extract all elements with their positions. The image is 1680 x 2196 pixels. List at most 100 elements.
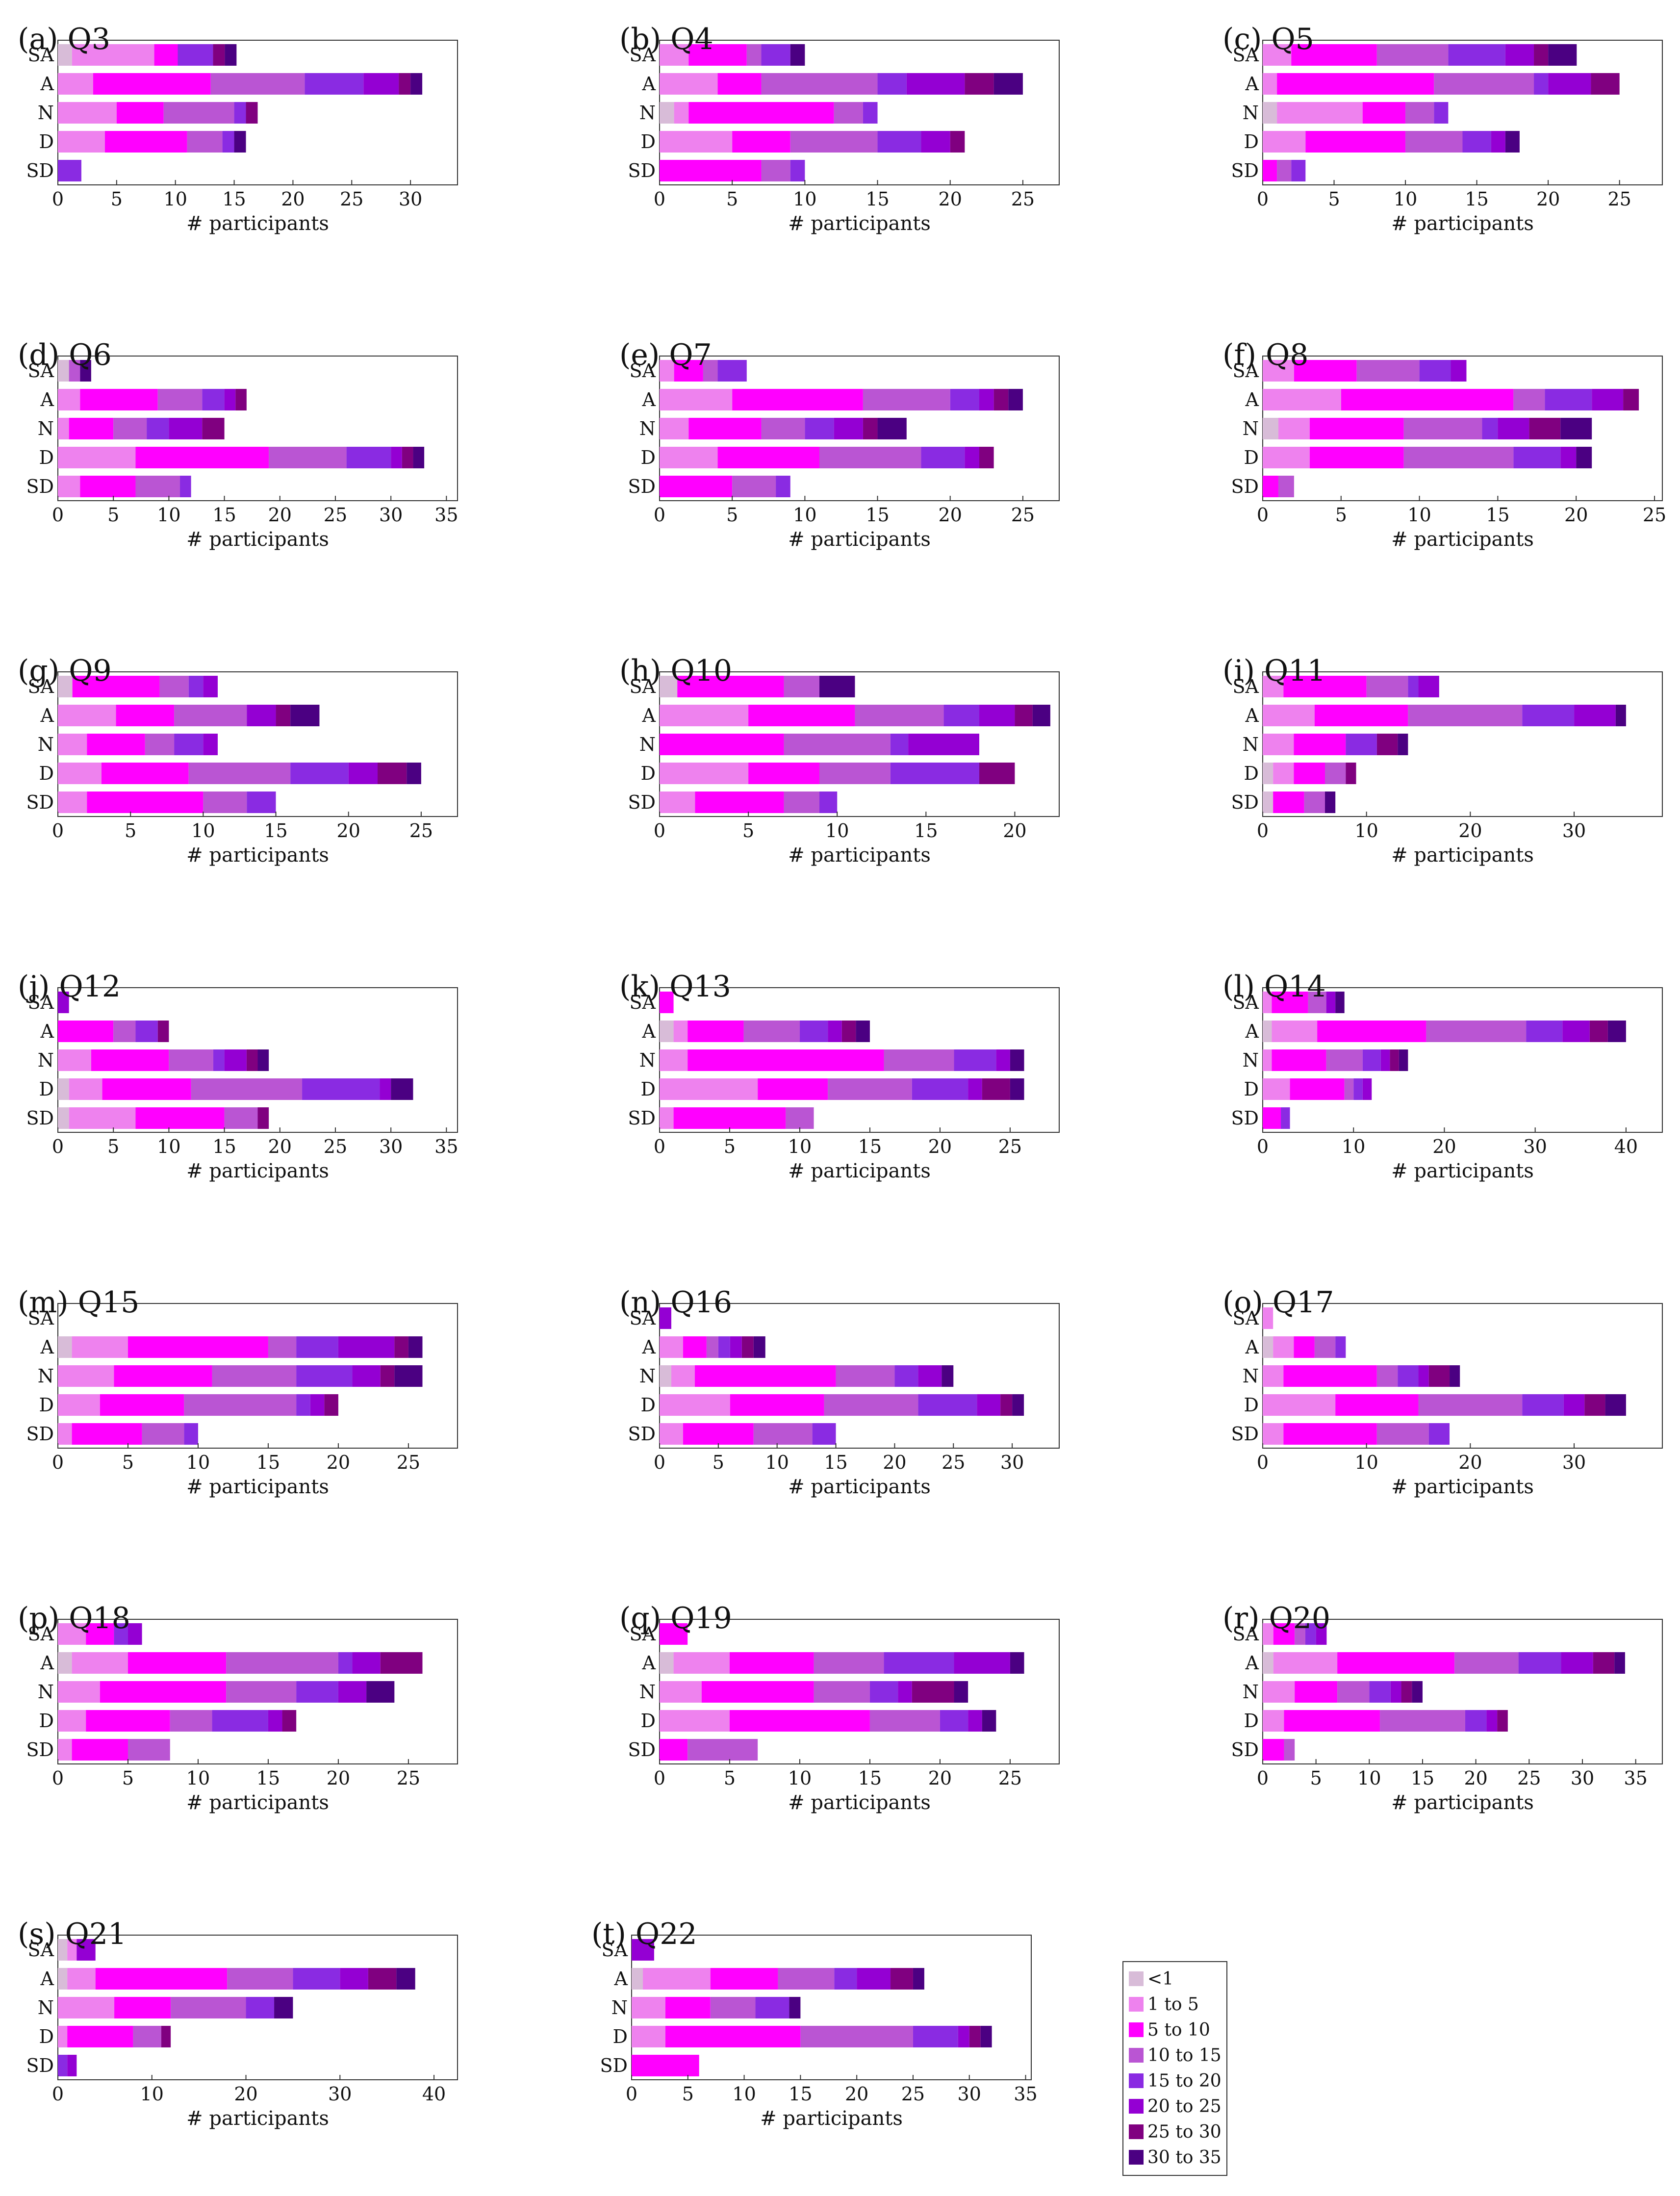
bar-segment — [942, 1365, 954, 1387]
x-tick-label: 10 — [186, 1452, 210, 1473]
bar-segment — [380, 1365, 395, 1387]
chart-panel-15: SA AND SD 0 10 20 30 # participants (o) Q17 — [1222, 1285, 1663, 1498]
bar-segment — [1405, 102, 1434, 124]
bar-segment — [884, 1049, 954, 1071]
category-label: A — [1245, 73, 1259, 95]
panel-title: (k) Q13 — [619, 970, 731, 1004]
bar-segment — [965, 447, 979, 468]
bar-segment — [729, 1652, 814, 1674]
bar-segment — [296, 1365, 353, 1387]
x-tick-label: 25 — [340, 188, 363, 210]
bar-segment — [761, 73, 878, 95]
bar-segment — [58, 1078, 69, 1100]
bar-segment — [135, 1021, 158, 1042]
bar-segment — [1380, 1710, 1465, 1732]
bar-segment — [673, 1652, 730, 1674]
bar-segment — [1278, 476, 1294, 497]
bar-segment — [968, 1078, 982, 1100]
bar-segment — [1000, 1394, 1013, 1416]
x-tick-label: 5 — [724, 1767, 736, 1789]
x-axis-title: # participants — [1391, 1476, 1534, 1498]
category-label: D — [613, 2026, 628, 2047]
bar-segment — [755, 1997, 789, 2018]
category-label: SA — [630, 992, 656, 1013]
bar-segment — [688, 102, 834, 124]
bar-segment — [1403, 447, 1514, 468]
category-label: SD — [1231, 476, 1259, 497]
bar-segment — [1418, 1394, 1523, 1416]
bar-segment — [982, 1078, 1010, 1100]
bar-segment — [1390, 1049, 1399, 1071]
x-tick-label: 40 — [422, 2083, 446, 2105]
bar-segment — [114, 1623, 128, 1645]
bar-segment — [213, 44, 225, 66]
bar-segment — [660, 102, 674, 124]
bar-segment — [784, 792, 819, 813]
bar-segment — [665, 2026, 801, 2047]
bar-segment — [660, 734, 784, 755]
bar-segment — [660, 73, 718, 95]
bar-segment — [824, 1394, 918, 1416]
legend-label: 5 to 10 — [1147, 2020, 1210, 2040]
bar-segment — [918, 1394, 977, 1416]
bar-segment — [296, 1681, 338, 1703]
bar-segment — [683, 1336, 707, 1358]
x-tick-label: 20 — [928, 1767, 952, 1789]
bar-segment — [1263, 447, 1310, 468]
bar-segment — [58, 763, 102, 784]
panel-title: (e) Q7 — [619, 338, 712, 372]
category-label: D — [1244, 131, 1259, 153]
category-label: SA — [630, 676, 656, 697]
bar-segment — [761, 418, 805, 439]
x-tick-label: 25 — [942, 1452, 965, 1473]
bar-segment — [116, 102, 164, 124]
category-label: D — [1244, 447, 1259, 468]
bar-segment — [979, 389, 994, 410]
bar-segment — [863, 389, 950, 410]
x-tick-label: 10 — [1407, 504, 1431, 526]
bar-segment — [1294, 360, 1357, 382]
bar-segment — [1263, 418, 1278, 439]
bar-segment — [346, 447, 391, 468]
x-axis-title: # participants — [788, 1791, 931, 1814]
bar-segment — [950, 389, 979, 410]
bar-segment — [293, 1968, 340, 1990]
x-tick-label: 5 — [1335, 504, 1347, 526]
bar-segment — [100, 1681, 227, 1703]
category-label: A — [642, 1652, 656, 1674]
bar-segment — [891, 1968, 913, 1990]
x-tick-label: 15 — [858, 1767, 882, 1789]
category-label: SD — [26, 2055, 54, 2076]
x-tick-label: 20 — [268, 504, 292, 526]
x-tick-label: 25 — [1517, 1767, 1541, 1789]
chart-panel-6: SA AND SD 0 5 10 15 20 25 # participants (f) Q8 — [1222, 338, 1666, 551]
bar-segment — [1263, 73, 1277, 95]
category-label: D — [641, 131, 656, 153]
bar-segment — [169, 418, 203, 439]
bar-segment — [290, 763, 349, 784]
bar-segment — [1010, 1049, 1024, 1071]
bar-segment — [1263, 1652, 1273, 1674]
x-tick-label: 20 — [337, 820, 360, 842]
panel-title: (o) Q17 — [1222, 1285, 1334, 1320]
x-axis-title: # participants — [788, 212, 931, 235]
x-tick-label: 20 — [939, 188, 962, 210]
x-tick-label: 25 — [1643, 504, 1666, 526]
bar-segment — [1454, 1652, 1519, 1674]
bar-segment — [1498, 418, 1529, 439]
bar-segment — [1412, 1681, 1423, 1703]
bar-segment — [58, 705, 116, 726]
x-tick-label: 0 — [654, 1452, 665, 1473]
bar-segment — [863, 102, 878, 124]
bar-segment — [660, 131, 733, 153]
bar-segment — [1326, 1049, 1363, 1071]
bar-segment — [660, 1739, 688, 1761]
chart-panel-16: SA AND SD 0 5 10 15 20 25 # participants (p) Q18 — [18, 1601, 458, 1814]
bar-segment — [954, 1049, 996, 1071]
bar-segment — [1369, 1681, 1391, 1703]
legend-label: 20 to 25 — [1147, 2096, 1222, 2117]
bar-segment — [890, 734, 909, 755]
bar-segment — [1341, 389, 1514, 410]
x-tick-label: 25 — [397, 1767, 420, 1789]
x-tick-label: 30 — [399, 188, 422, 210]
